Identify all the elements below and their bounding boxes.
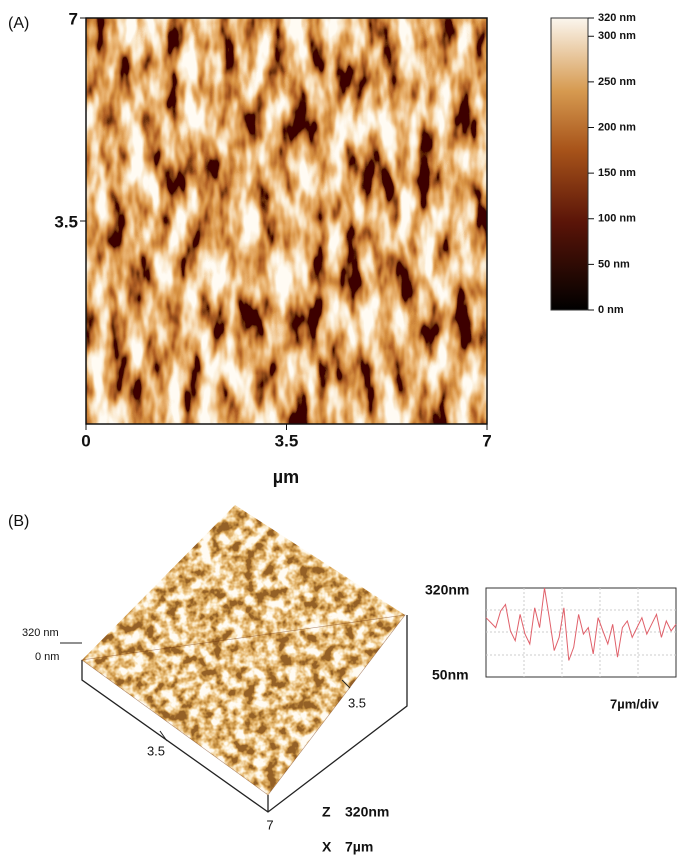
colorbar-label: 200 nm — [598, 121, 636, 133]
colorbar-label: 0 nm — [598, 304, 624, 316]
x-tick-label: 7 — [482, 431, 491, 450]
colorbar-label: 50 nm — [598, 258, 630, 270]
scale-value: 320nm — [345, 804, 389, 820]
y-tick-label: 7 — [69, 9, 78, 28]
profile — [485, 587, 677, 661]
tick-label: 7 — [266, 817, 273, 832]
y-tick-label: 3.5 — [54, 212, 78, 231]
axes-a: 0 3.5 7 3.5 7 — [54, 9, 491, 450]
colorbar-label: 300 nm — [598, 30, 636, 42]
tick — [159, 730, 168, 742]
profile-grid — [486, 588, 676, 677]
surface-edge — [81, 614, 406, 796]
z-label: 320 nm — [22, 627, 59, 639]
colorbar-label: 320 nm — [598, 12, 636, 24]
panel-label: (B) — [8, 513, 29, 530]
profile-frame — [485, 587, 677, 678]
z-label: 0 nm — [35, 651, 59, 663]
colorbar-ticks: 320 nm 300 nm 250 nm 200 nm 150 nm 100 nm 50 n… — [588, 12, 636, 316]
profile-min: 50nm — [432, 667, 469, 683]
profile-max: 320nm — [425, 582, 469, 598]
afm-image — [86, 18, 487, 424]
x-tick-label: 0 — [81, 431, 90, 450]
profile-scale: 7µm/div — [610, 696, 659, 711]
tick-label: 3.5 — [147, 743, 165, 758]
colorbar-label: 150 nm — [598, 167, 636, 179]
colorbar-label: 100 nm — [598, 213, 636, 225]
colorbar — [550, 17, 589, 311]
scale-value: 7µm — [345, 839, 373, 855]
afm-surface — [82, 505, 405, 795]
tick — [341, 679, 351, 689]
x-tick-label: 3.5 — [275, 431, 299, 450]
tick-label: 3.5 — [348, 695, 366, 710]
panel-label: (A) — [8, 15, 29, 32]
profile-line — [485, 587, 677, 661]
x-axis-label: µm — [273, 467, 299, 487]
colorbar-label: 250 nm — [598, 76, 636, 88]
scale-axis: Z — [322, 804, 331, 820]
scale-axis: X — [322, 839, 332, 855]
